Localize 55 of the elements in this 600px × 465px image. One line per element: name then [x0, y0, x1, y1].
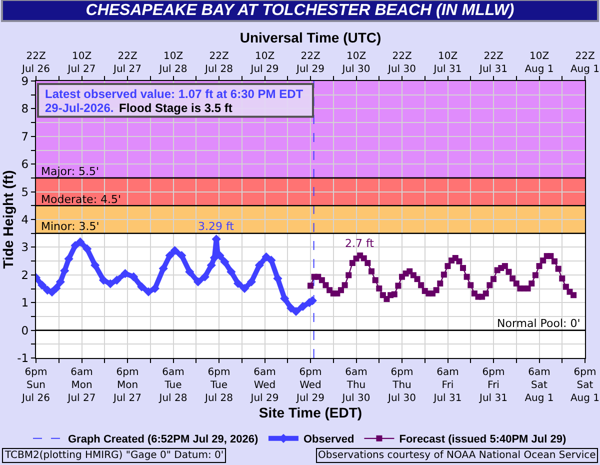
band-label: Major: 5.5'	[41, 165, 100, 178]
x-tick-label: 6am Sat Aug 1	[524, 367, 554, 404]
x-tick-label: 6pm Mon Jul 27	[112, 367, 142, 404]
y-tick-label: 1	[21, 296, 29, 310]
x2-tick-label: 10Z Jul 30	[341, 51, 370, 75]
x-tick-label: 6pm Sat Aug 1	[570, 367, 600, 404]
legend-label: Graph Created (6:52PM Jul 29, 2026)	[68, 434, 258, 446]
y-tick-label: 4	[21, 212, 29, 227]
x2-tick-label: 22Z Jul 31	[478, 51, 508, 75]
x-axis-title: Site Time (EDT)	[258, 404, 362, 420]
y-tick-label: 6	[21, 157, 29, 172]
data-label: 2.7 ft	[345, 237, 375, 250]
text: Observations courtesy of NOAA National Ocean Service	[318, 450, 596, 461]
chart-title: CHESAPEAKE BAY AT TOLCHESTER BEACH (IN MLLW)	[86, 2, 514, 19]
y-axis-title: Tide Height (ft)	[0, 170, 16, 269]
annotation: Flood Stage is 3.5 ft	[119, 101, 232, 115]
x2-axis-title: Universal Time (UTC)	[240, 30, 382, 46]
y-tick-label: 3	[21, 240, 29, 254]
x-tick-label: 6am Mon Jul 27	[66, 367, 96, 404]
y-tick-label: 2	[21, 268, 29, 282]
text: TCBM2(plotting HMIRG) "Gage 0" Datum: 0'	[4, 450, 224, 461]
x-tick-label: 6am Wed Jul 29	[250, 367, 279, 404]
x2-tick-label: 10Z Jul 27	[66, 51, 96, 75]
band-label: Moderate: 4.5'	[41, 193, 122, 206]
x2-tick-label: 10Z Jul 29	[250, 51, 279, 75]
x-tick-label: 6pm Fri Jul 31	[478, 367, 508, 404]
y-tick-label: -1	[17, 351, 29, 366]
x2-tick-label: 22Z Jul 27	[112, 51, 142, 75]
x-tick-label: 6am Thu Jul 30	[341, 367, 370, 404]
x2-tick-label: 22Z Aug 1	[570, 51, 600, 75]
x2-tick-label: 10Z Jul 31	[432, 51, 462, 75]
data-label: 3.29 ft	[198, 220, 235, 233]
legend-label: Observed	[303, 434, 354, 446]
x2-tick-label: 10Z Aug 1	[524, 51, 554, 75]
y-tick-label: 8	[21, 102, 29, 116]
x2-tick-label: 22Z Jul 30	[387, 51, 416, 75]
annotation: 29-Jul-2026.	[45, 101, 114, 115]
band-label: Minor: 3.5'	[41, 220, 100, 233]
ref-line-label: Normal Pool: 0'	[497, 317, 580, 330]
x-tick-label: 6pm Thu Jul 30	[387, 367, 416, 404]
y-tick-label: 9	[21, 74, 29, 88]
x2-tick-label: 22Z Jul 28	[204, 51, 233, 75]
x-tick-label: 6pm Wed Jul 29	[296, 367, 324, 404]
annotation: Latest observed value: 1.07 ft at 6:30 PM EDT	[45, 87, 304, 101]
x-tick-label: 6pm Sun Jul 26	[21, 367, 50, 404]
x2-tick-label: 10Z Jul 28	[158, 51, 188, 75]
y-tick-label: 5	[21, 184, 29, 199]
x-tick-label: 6am Fri Jul 31	[432, 367, 462, 404]
legend-label: Forecast (issued 5:40PM Jul 29)	[399, 434, 566, 446]
x-tick-label: 6pm Tue Jul 28	[204, 367, 233, 404]
y-tick-label: 0	[21, 323, 29, 338]
y-tick-label: 7	[21, 129, 29, 144]
x-tick-label: 6am Tue Jul 28	[158, 367, 188, 404]
x2-tick-label: 22Z Jul 29	[296, 51, 324, 75]
x2-tick-label: 22Z Jul 26	[21, 51, 50, 75]
